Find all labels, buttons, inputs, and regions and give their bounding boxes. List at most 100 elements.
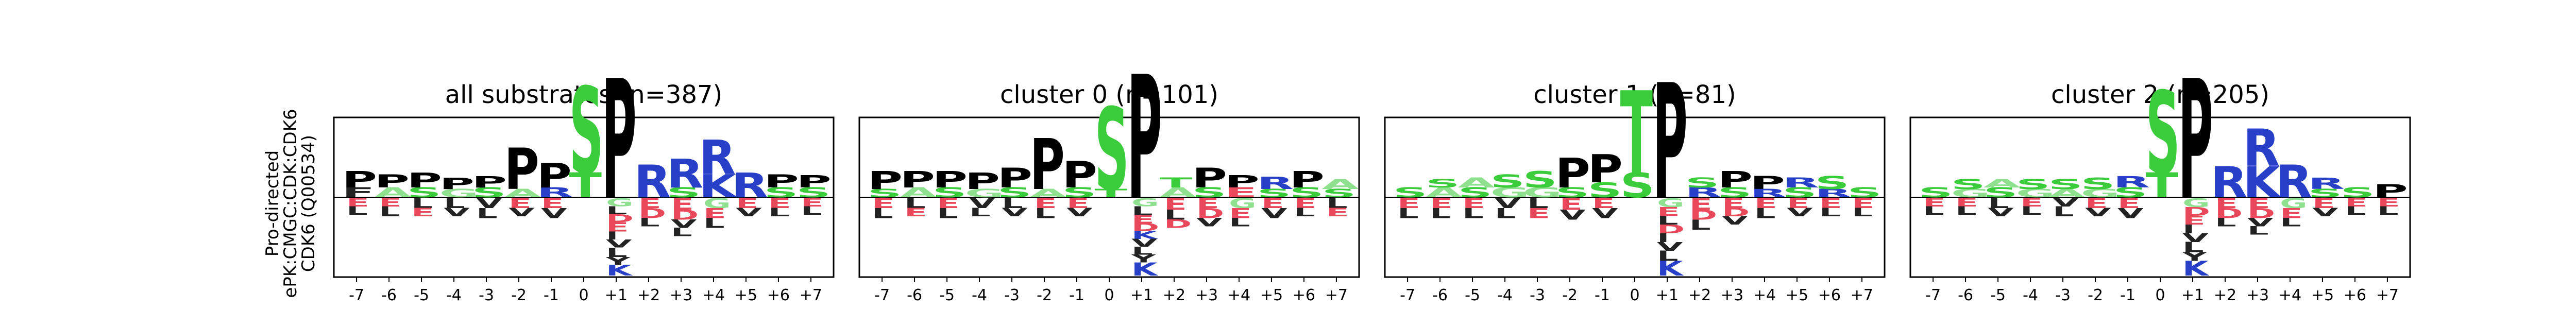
logo-letter-S: S	[1095, 84, 1129, 216]
logo-letter-R: R	[2276, 156, 2313, 208]
x-tick-label: +3	[1721, 286, 1743, 304]
logo-letter-E: E	[1131, 213, 1154, 226]
x-tick-label: -1	[1069, 286, 1084, 304]
logo-letter-P: P	[1750, 173, 1785, 194]
logo-letter-E: E	[606, 219, 629, 234]
logo-letter-S: S	[1848, 185, 1882, 200]
logo-letter-V: V	[1261, 205, 1287, 221]
logo-letter-S: S	[2308, 187, 2343, 200]
logo-letter-E: E	[1261, 196, 1284, 212]
logo-letter-R: R	[2211, 158, 2248, 208]
logo-letter-E: E	[937, 196, 959, 212]
logo-letter-V: V	[541, 205, 567, 221]
logo-letter-V: V	[2053, 196, 2079, 209]
x-tick-label: -2	[1037, 286, 1052, 304]
logo-letter-S: S	[1490, 170, 1525, 192]
x-tick-label: +1	[2181, 286, 2204, 304]
logo-letter-D: D	[671, 207, 699, 223]
logo-letter-L: L	[1819, 206, 1840, 219]
logo-letter-P: P	[2373, 181, 2408, 202]
x-tick-label: +5	[1260, 286, 1283, 304]
logo-letter-S: S	[1919, 185, 1953, 200]
logo-letter-R: R	[1257, 174, 1294, 193]
logo-letter-P: P	[407, 168, 442, 192]
x-tick-label: +6	[2344, 286, 2366, 304]
logo-letter-L: L	[937, 205, 958, 221]
logo-letter-L: L	[346, 204, 367, 217]
logo-letter-G: G	[1131, 196, 1159, 209]
logo-letter-V: V	[2247, 216, 2274, 229]
x-tick-label: -2	[1562, 286, 1578, 304]
logo-letter-P: P	[868, 166, 903, 195]
logo-letter-R: R	[537, 185, 574, 200]
logo-letter-G: G	[1490, 185, 1530, 200]
logo-letter-V: V	[2117, 205, 2144, 221]
logo-letter-L: L	[1527, 196, 1548, 212]
logo-letter-S: S	[1984, 185, 2018, 200]
logo-letter-T: T	[1160, 175, 1193, 191]
x-tick-label: +7	[2376, 286, 2399, 304]
x-tick-label: +7	[1325, 286, 1348, 304]
logo-letter-D: D	[1722, 206, 1750, 219]
logo-letter-S: S	[764, 185, 799, 200]
logo-letter-K: K	[699, 168, 738, 205]
logo-letter-E: E	[379, 196, 401, 209]
logo-letter-A: A	[2048, 187, 2086, 200]
logo-letter-P: P	[1225, 172, 1260, 192]
logo-letter-A: A	[1322, 177, 1359, 192]
logo-letter-V: V	[476, 196, 502, 212]
logo-letter-V: V	[606, 237, 632, 250]
logo-letter-R: R	[699, 130, 736, 185]
logo-letter-D: D	[2182, 205, 2210, 219]
logo-letter-L: L	[1923, 204, 1944, 217]
panel-title: cluster 2 (n=205)	[2051, 80, 2269, 109]
logo-letter-E: E	[736, 196, 758, 212]
logo-letter-L: L	[872, 205, 893, 221]
x-tick-label: -5	[1990, 286, 2006, 304]
logo-letter-V: V	[671, 218, 697, 231]
logo-letter-P: P	[1555, 150, 1590, 197]
x-tick-label: +3	[1195, 286, 1218, 304]
logo-letter-L: L	[1495, 205, 1516, 221]
logo-letter-E: E	[1592, 196, 1615, 212]
logo-letter-D: D	[1657, 222, 1685, 236]
x-tick-label: -4	[1497, 286, 1513, 304]
logo-letter-V: V	[1002, 206, 1028, 219]
logo-letter-A: A	[375, 185, 412, 200]
x-tick-label: +4	[1228, 286, 1250, 304]
logo-letter-S: S	[933, 185, 967, 200]
logo-letter-E: E	[2085, 196, 2108, 212]
logo-letter-E: E	[2182, 214, 2205, 228]
x-tick-label: +2	[1688, 286, 1711, 304]
logo-panel-2: cluster 1 (n=81)-7SEL-6ASEL-5SAEL-4GSVL-…	[1384, 52, 1886, 304]
logo-letter-D: D	[1196, 205, 1224, 221]
logo-letter-E: E	[703, 205, 726, 221]
logo-letter-K: K	[2243, 158, 2282, 208]
x-tick-label: +5	[2311, 286, 2334, 304]
x-tick-label: +7	[800, 286, 822, 304]
logo-letter-L: L	[2377, 204, 2398, 217]
logo-letter-V: V	[2312, 206, 2338, 219]
logo-letter-L: L	[606, 204, 627, 217]
logo-letter-E: E	[1066, 196, 1089, 212]
logo-letter-L: L	[2020, 204, 2041, 217]
x-tick-label: -3	[479, 286, 494, 304]
logo-letter-T: T	[1620, 68, 1653, 199]
logo-letter-S: S	[1426, 177, 1460, 190]
logo-letter-S: S	[407, 185, 442, 200]
logo-letter-V: V	[1988, 206, 2014, 219]
logo-letter-P: P	[796, 172, 832, 192]
logo-letter-P: P	[933, 167, 968, 193]
logo-letter-D: D	[1131, 221, 1159, 234]
x-tick-label: 0	[2155, 286, 2165, 304]
logo-letter-S: S	[2048, 177, 2083, 192]
logo-letter-L: L	[411, 196, 432, 212]
logo-letter-S: S	[569, 63, 604, 201]
row-label-line-3: CDK6 (Q00534)	[298, 135, 319, 272]
logo-letter-V: V	[1196, 216, 1223, 229]
logo-letter-L: L	[703, 215, 724, 231]
logo-letter-S: S	[1523, 167, 1557, 193]
panel-title: cluster 1 (n=81)	[1533, 80, 1736, 109]
logo-letter-S: S	[2113, 185, 2148, 200]
